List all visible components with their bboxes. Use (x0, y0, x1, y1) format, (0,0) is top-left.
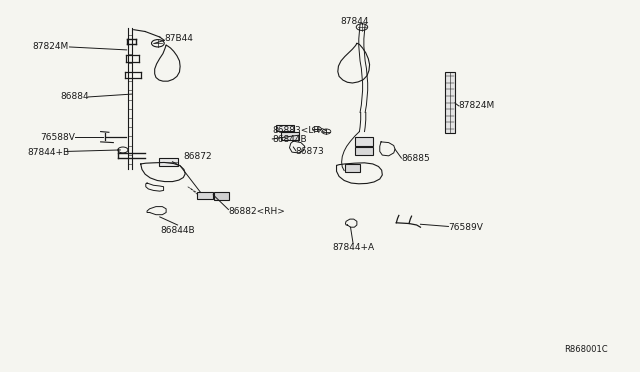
FancyBboxPatch shape (355, 147, 372, 155)
Text: 86884: 86884 (61, 93, 89, 102)
FancyBboxPatch shape (159, 158, 178, 166)
FancyBboxPatch shape (345, 164, 360, 171)
Text: 86885: 86885 (401, 154, 430, 163)
Text: 87844: 87844 (340, 17, 369, 26)
Text: 86872: 86872 (183, 152, 212, 161)
Text: 87844+B: 87844+B (28, 148, 70, 157)
FancyBboxPatch shape (214, 192, 229, 200)
Text: 87844+A: 87844+A (332, 243, 374, 252)
FancyBboxPatch shape (197, 192, 212, 199)
Text: 87824M: 87824M (33, 42, 69, 51)
FancyBboxPatch shape (355, 137, 372, 146)
Text: R868001C: R868001C (564, 346, 607, 355)
FancyBboxPatch shape (276, 125, 294, 131)
Text: 76588V: 76588V (40, 133, 75, 142)
Text: 76589V: 76589V (449, 224, 483, 232)
Text: 86882<RH>: 86882<RH> (228, 206, 285, 215)
Text: 86883<LH>: 86883<LH> (272, 126, 328, 135)
Text: 87B44: 87B44 (164, 34, 193, 44)
Text: 86844B: 86844B (160, 226, 195, 235)
Text: 87824M: 87824M (459, 101, 495, 110)
Text: 86873: 86873 (296, 147, 324, 156)
FancyBboxPatch shape (281, 132, 299, 140)
FancyBboxPatch shape (445, 71, 455, 133)
Text: 86844B: 86844B (272, 135, 307, 144)
